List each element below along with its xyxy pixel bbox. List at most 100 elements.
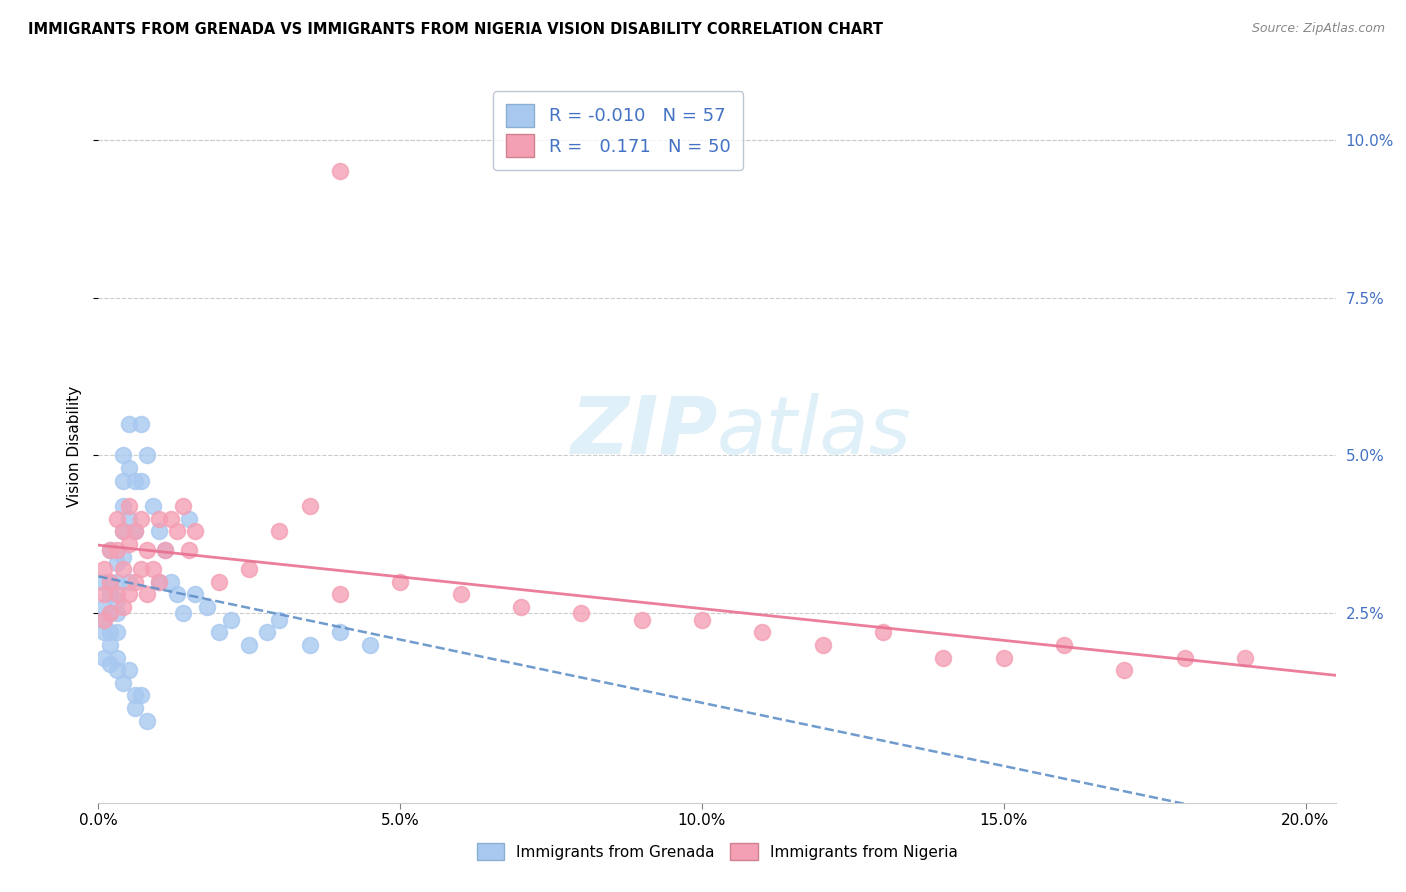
Point <box>630 613 652 627</box>
Point <box>124 524 146 539</box>
Point <box>129 474 152 488</box>
Point <box>100 657 122 671</box>
Point <box>117 499 139 513</box>
Point <box>129 562 152 576</box>
Point <box>166 587 188 601</box>
Point <box>153 543 176 558</box>
Y-axis label: Vision Disability: Vision Disability <box>67 385 83 507</box>
Point <box>148 511 170 525</box>
Point <box>135 587 157 601</box>
Point <box>117 461 139 475</box>
Point <box>93 625 115 640</box>
Point <box>298 638 321 652</box>
Point <box>105 587 128 601</box>
Point <box>690 613 713 627</box>
Point <box>111 675 134 690</box>
Point <box>105 574 128 589</box>
Text: ZIP: ZIP <box>569 392 717 471</box>
Point <box>751 625 773 640</box>
Point <box>148 574 170 589</box>
Point <box>148 524 170 539</box>
Point <box>160 574 183 589</box>
Point <box>208 625 231 640</box>
Point <box>111 524 134 539</box>
Point <box>166 524 188 539</box>
Point <box>569 607 592 621</box>
Point <box>1114 663 1136 677</box>
Point <box>238 638 260 652</box>
Point <box>111 524 134 539</box>
Point <box>111 449 134 463</box>
Point <box>129 417 152 431</box>
Point <box>100 543 122 558</box>
Point <box>100 607 122 621</box>
Point <box>93 587 115 601</box>
Point <box>298 499 321 513</box>
Point <box>359 638 381 652</box>
Point <box>450 587 472 601</box>
Point <box>117 574 139 589</box>
Point <box>142 562 165 576</box>
Point <box>872 625 894 640</box>
Point <box>117 511 139 525</box>
Point <box>93 613 115 627</box>
Point <box>117 417 139 431</box>
Point <box>93 613 115 627</box>
Point <box>111 549 134 564</box>
Point <box>117 663 139 677</box>
Point <box>993 650 1015 665</box>
Point <box>256 625 278 640</box>
Point <box>172 607 194 621</box>
Point <box>184 587 207 601</box>
Point <box>172 499 194 513</box>
Point <box>124 574 146 589</box>
Point <box>100 607 122 621</box>
Point <box>153 543 176 558</box>
Point <box>117 537 139 551</box>
Point <box>105 543 128 558</box>
Point <box>93 574 115 589</box>
Point <box>1174 650 1197 665</box>
Point <box>100 574 122 589</box>
Point <box>105 593 128 607</box>
Point <box>135 543 157 558</box>
Point <box>124 689 146 703</box>
Point <box>177 511 200 525</box>
Text: IMMIGRANTS FROM GRENADA VS IMMIGRANTS FROM NIGERIA VISION DISABILITY CORRELATION: IMMIGRANTS FROM GRENADA VS IMMIGRANTS FR… <box>28 22 883 37</box>
Point <box>105 650 128 665</box>
Text: Source: ZipAtlas.com: Source: ZipAtlas.com <box>1251 22 1385 36</box>
Point <box>129 689 152 703</box>
Point <box>105 625 128 640</box>
Point <box>93 650 115 665</box>
Point <box>129 511 152 525</box>
Point <box>219 613 242 627</box>
Point <box>269 524 291 539</box>
Point <box>111 600 134 615</box>
Point <box>124 701 146 715</box>
Point <box>100 574 122 589</box>
Point <box>100 638 122 652</box>
Point <box>93 600 115 615</box>
Point <box>811 638 834 652</box>
Point <box>208 574 231 589</box>
Point <box>269 613 291 627</box>
Point <box>389 574 412 589</box>
Point <box>329 625 352 640</box>
Point <box>93 562 115 576</box>
Point <box>111 474 134 488</box>
Point <box>238 562 260 576</box>
Point <box>111 499 134 513</box>
Point <box>105 607 128 621</box>
Point <box>111 562 134 576</box>
Point <box>105 556 128 570</box>
Point <box>932 650 955 665</box>
Point <box>135 449 157 463</box>
Point <box>124 474 146 488</box>
Point <box>124 524 146 539</box>
Point <box>329 587 352 601</box>
Point <box>329 164 352 178</box>
Point <box>105 663 128 677</box>
Point <box>509 600 531 615</box>
Text: atlas: atlas <box>717 392 912 471</box>
Point <box>160 511 183 525</box>
